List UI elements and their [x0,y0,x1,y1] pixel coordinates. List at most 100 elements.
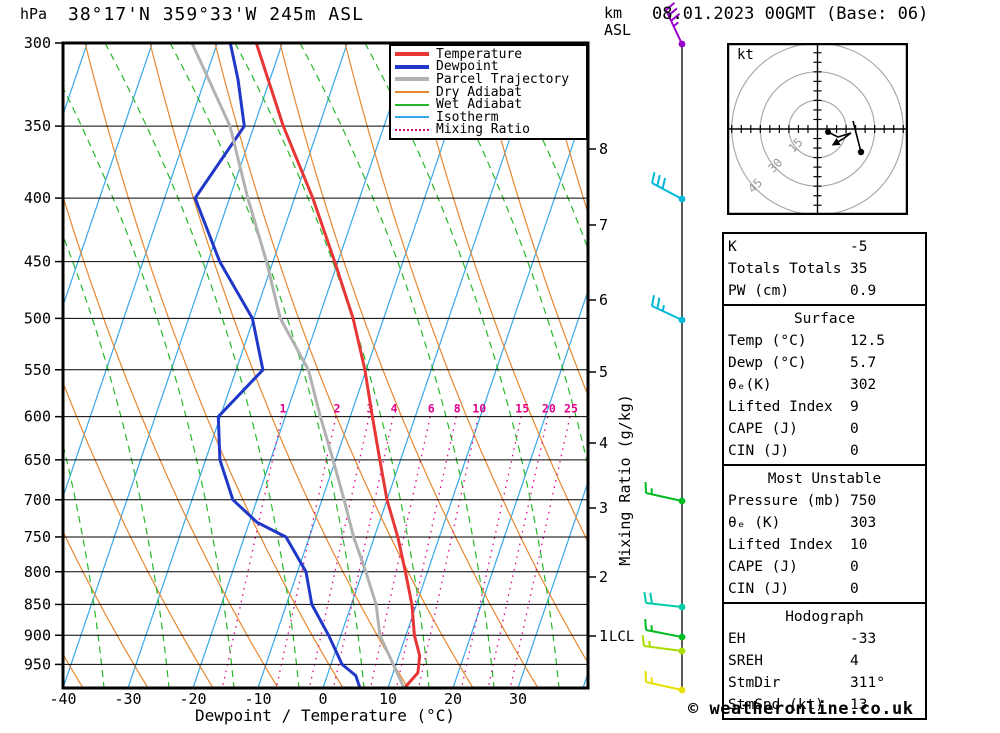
dry-adiabat-line [63,194,279,688]
stats-row: CIN (J) 0 [728,440,921,462]
wind-barb [643,591,686,611]
stats-row: Lifted Index 9 [728,396,921,418]
pressure-tick-label: 650 [24,451,51,469]
stats-label: PW (cm) [728,283,790,299]
mixing-ratio-line [509,416,571,688]
stats-row: Dewp (°C) 5.7 [728,352,921,374]
isotherm-line [127,43,348,688]
stats-value: 311° [850,675,885,691]
legend-item-wet-adiabat: Wet Adiabat [395,97,586,113]
stats-row: SREH 4 [728,650,921,672]
altitude-unit-asl: ASL [604,21,632,39]
lcl-label: LCL [609,629,634,645]
stats-box-title: Surface [793,311,856,327]
stats-label: Dewp (°C) [728,355,807,371]
wet-adiabat-line [63,234,170,688]
stats-value: 0 [850,421,859,437]
pressure-unit-label: hPa [20,5,48,23]
mixing-ratio-value-label: 8 [454,402,461,416]
wind-barb [644,618,686,641]
mixing-ratio-value-label: 2 [333,402,340,416]
stats-value: -33 [850,631,877,647]
plot-border [61,41,590,690]
hodograph-unit-label: kt [737,47,754,63]
stats-row: θₑ(K) 302 [728,374,921,396]
wind-level-dot [678,40,686,48]
copyright-credit: © weatheronline.co.uk [688,699,914,719]
dry-adiabat-line [409,43,588,544]
isotherm-line [0,43,22,688]
legend-swatch [395,116,429,119]
stats-value: 0.9 [850,283,877,299]
parcel-trajectory-curve [190,43,406,688]
stats-value: 10 [850,537,868,553]
stats-label: Temp (°C) [728,333,807,349]
mixing-ratio-line [487,416,549,688]
dry-adiabat-line [214,43,474,688]
hodograph-border [727,43,908,215]
wind-barb [665,2,686,48]
dewpoint-curve [193,43,362,688]
dry-adiabat-line [344,43,588,665]
pressure-tick-label: 450 [24,253,51,271]
wet-adiabat-line [63,442,105,688]
stats-value: 302 [850,377,877,393]
stats-row: K -5 [728,236,921,258]
mixing-ratio-line [308,416,370,688]
mixing-ratio-line [275,416,337,688]
stats-value: 0 [850,559,859,575]
legend-label: Dry Adiabat [436,84,523,100]
legend-swatch [395,128,429,131]
stats-label: CIN (J) [728,443,790,459]
mixing-ratio-value-label: 15 [515,402,529,416]
stats-box-title: Most Unstable [767,471,882,487]
legend-item-parcel-trajectory: Parcel Trajectory [395,72,586,87]
x-axis-title: Dewpoint / Temperature (°C) [195,706,455,725]
stats-label: Pressure (mb) [728,493,842,509]
wet-adiabat-line [104,43,300,688]
temp-tick-label: -10 [244,690,271,708]
stats-row: CAPE (J) 0 [728,418,921,440]
wind-barb [644,670,686,694]
km-tick-label: 5 [599,363,608,381]
pressure-tick-label: 350 [24,117,51,135]
pressure-tick-label: 600 [24,408,51,426]
km-tick-label: 4 [599,434,608,452]
temp-tick-label: 10 [379,690,397,708]
stats-label: SREH [728,653,763,669]
stats-box-surface: Surface Temp (°C) 12.5 Dewp (°C) 5.7 θₑ(K) 302… [722,304,927,466]
km-tick-label: 3 [599,499,608,517]
run-date-label: 08.01.2023 00GMT (Base: 06) [652,4,929,24]
legend-label: Wet Adiabat [436,97,523,113]
isotherm-line [322,43,543,688]
wet-adiabat-line [169,43,365,688]
legend-swatch [395,91,429,94]
mixing-ratio-line [460,416,522,688]
wind-level-dot [678,686,686,694]
mixing-ratio-line [332,416,394,688]
isotherm-line [452,289,588,688]
isotherm-line [192,43,413,688]
isotherm-line [63,43,153,308]
stats-row: StmDir 311° [728,672,921,694]
km-tick-label: 6 [599,291,608,309]
stats-value: 35 [850,261,868,277]
isotherm-line [63,43,218,499]
altitude-unit-label: km ASL [604,5,631,39]
legend-swatch [395,77,429,82]
hodograph-dot [825,129,831,135]
wet-adiabat-line [299,43,495,688]
pressure-tick-label: 300 [24,34,51,52]
dry-adiabat-line [0,43,18,688]
hodograph-trace [825,120,865,156]
legend-swatch [395,64,429,69]
stats-row: Temp (°C) 12.5 [728,330,921,352]
stats-row: Lifted Index 10 [728,534,921,556]
mixing-ratio-value-label: 20 [542,402,556,416]
legend-item-dry-adiabat: Dry Adiabat [395,84,586,100]
legend-label: Temperature [436,46,523,62]
dry-adiabat-line [63,381,214,688]
mixing-ratio-line [369,416,431,688]
stats-label: θₑ (K) [728,515,781,531]
